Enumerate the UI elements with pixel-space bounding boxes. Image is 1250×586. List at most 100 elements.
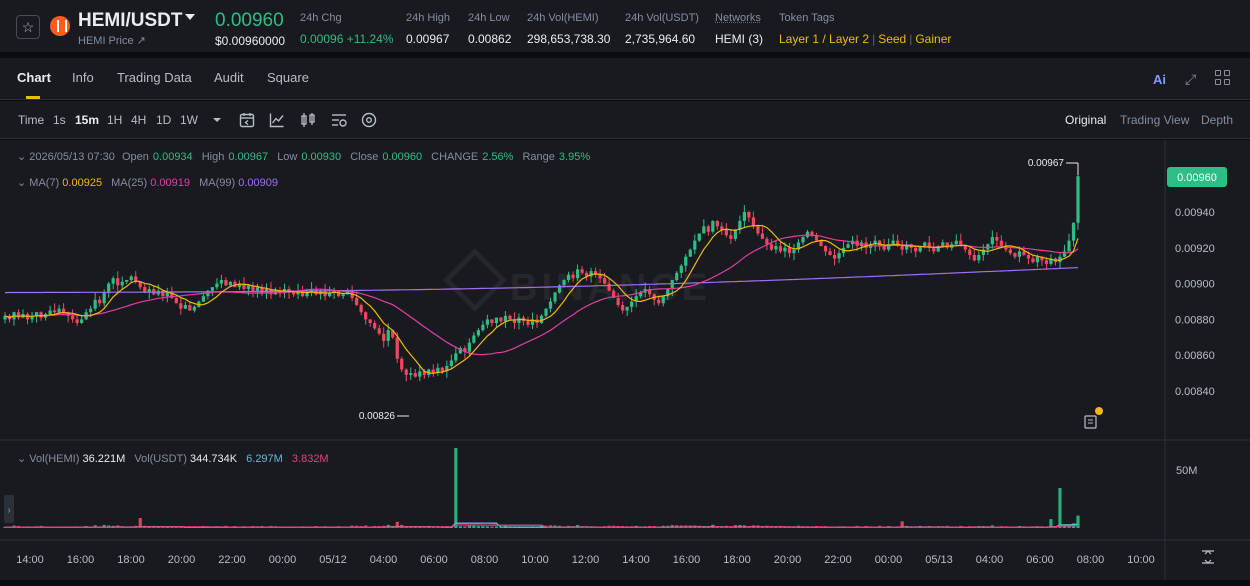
scroll-left-handle[interactable]: › xyxy=(4,495,14,523)
timeframe-1h[interactable]: 1H xyxy=(107,113,123,127)
tag-layer1-layer2[interactable]: Layer 1 / Layer 2 xyxy=(779,32,870,46)
candle-body xyxy=(80,319,84,323)
pair-selector[interactable]: HEMI/USDT xyxy=(78,10,183,31)
timeframe-1d[interactable]: 1D xyxy=(156,113,172,127)
view-depth[interactable]: Depth xyxy=(1201,113,1234,127)
candle-body xyxy=(62,308,66,313)
candle-body xyxy=(837,253,841,259)
volume-bar xyxy=(472,525,476,528)
candle-body xyxy=(440,367,444,372)
tab-trading-data[interactable]: Trading Data xyxy=(117,70,192,85)
reset-zoom-icon[interactable] xyxy=(1202,550,1214,564)
vol-hemi-label: Vol(HEMI) xyxy=(29,453,80,465)
candle-body xyxy=(936,246,940,252)
open-label: Open xyxy=(121,151,149,163)
candle-body xyxy=(566,274,571,281)
vol-ma1-value: 6.297M xyxy=(246,453,283,465)
tab-info[interactable]: Info xyxy=(72,70,94,85)
candle-body xyxy=(918,246,922,252)
more-timeframes-icon[interactable] xyxy=(208,111,226,129)
candle-body xyxy=(995,237,999,241)
candle-body xyxy=(332,290,336,293)
timeframe-1w[interactable]: 1W xyxy=(180,113,198,127)
candle-body xyxy=(436,367,440,374)
price-tick-label: 0.00860 xyxy=(1175,350,1215,362)
volume-bar xyxy=(454,448,458,528)
volume-bar xyxy=(1058,488,1062,528)
news-bell-icon[interactable] xyxy=(1084,407,1103,429)
range-value: 3.95% xyxy=(558,151,591,163)
ma25-value: 0.00919 xyxy=(150,177,191,189)
svg-text:›: › xyxy=(7,505,10,516)
indicator-chart-icon[interactable] xyxy=(268,111,286,129)
candle-body xyxy=(923,242,927,247)
chevron-down-icon[interactable]: ⌄ xyxy=(17,151,30,163)
candle-body xyxy=(878,240,882,247)
calendar-icon[interactable] xyxy=(238,111,256,129)
chevron-down-icon[interactable]: ⌄ xyxy=(17,177,30,189)
vol-usdt-label: Vol(USDT) xyxy=(134,453,187,465)
view-original[interactable]: Original xyxy=(1065,113,1107,127)
candle-body xyxy=(188,305,192,311)
pair-dropdown-icon[interactable] xyxy=(185,14,195,20)
volume-legend: ⌄ Vol(HEMI) 36.221M Vol(USDT) 344.734K 6… xyxy=(17,452,329,465)
chevron-down-icon[interactable]: ⌄ xyxy=(17,453,30,465)
stat-label: 24h High xyxy=(406,12,451,24)
volume-bar xyxy=(1062,525,1067,528)
time-tick-label: 20:00 xyxy=(168,554,196,566)
candle-body xyxy=(1076,176,1080,223)
tab-chart[interactable]: Chart xyxy=(17,70,51,85)
candle-body xyxy=(368,319,372,323)
stat-networks[interactable]: Networks HEMI (3) xyxy=(715,12,763,46)
tag-gainer[interactable]: Gainer xyxy=(915,32,952,46)
candle-body xyxy=(648,288,652,295)
timeframe-15m[interactable]: 15m xyxy=(75,113,100,127)
candle-body xyxy=(1013,253,1017,257)
candle-body xyxy=(765,238,769,245)
chart-settings-icon[interactable] xyxy=(330,111,348,129)
chart-area[interactable]: BINANCE 0.00940 0.00920 0.00900 0.00880 0.00… xyxy=(0,140,1250,580)
candle-body xyxy=(242,283,246,289)
timeframe-1s[interactable]: 1s xyxy=(53,113,66,127)
tag-seed[interactable]: Seed xyxy=(878,32,907,46)
candle-body xyxy=(796,242,801,250)
candle-body xyxy=(801,237,805,243)
candle-body xyxy=(1022,251,1026,255)
candle-body xyxy=(711,220,715,232)
time-tick-label: 00:00 xyxy=(269,554,297,566)
ai-button[interactable]: Ai xyxy=(1153,72,1166,87)
candle-body xyxy=(720,226,724,230)
candle-body xyxy=(1017,251,1021,257)
candle-body xyxy=(219,280,224,284)
favorite-star-icon[interactable]: ☆ xyxy=(16,15,40,39)
view-trading-view[interactable]: Trading View xyxy=(1120,113,1190,127)
change-value: 2.56% xyxy=(482,151,514,163)
candle-body xyxy=(170,292,174,298)
ma25-label: MA(25) xyxy=(111,177,148,189)
candle-body xyxy=(846,244,850,248)
low-marker: 0.00826 xyxy=(359,411,409,422)
candle-body xyxy=(657,299,661,304)
time-tick-label: 10:00 xyxy=(521,554,549,566)
candle-body xyxy=(89,308,93,313)
layout-grid-icon[interactable] xyxy=(1215,70,1231,86)
timeframe-4h[interactable]: 4H xyxy=(131,113,147,127)
candle-body xyxy=(589,271,593,277)
tab-audit[interactable]: Audit xyxy=(214,70,244,85)
token-price-link[interactable]: HEMI Price ↗ xyxy=(78,35,146,47)
fullscreen-icon[interactable]: ⤢ xyxy=(1185,71,1197,87)
candle-body xyxy=(959,240,963,247)
price-tick-label: 0.00940 xyxy=(1175,207,1215,219)
stat-label: Networks xyxy=(715,12,761,24)
candle-body xyxy=(548,301,553,309)
candle-body xyxy=(584,272,589,277)
high-marker-label: 0.00967 xyxy=(1028,158,1065,169)
target-icon[interactable] xyxy=(360,111,378,129)
candle-body xyxy=(575,269,580,279)
candlestick-chart[interactable]: BINANCE 0.009400.009200.009000.008800.00… xyxy=(0,140,1250,580)
candle-body xyxy=(431,369,435,374)
tab-square[interactable]: Square xyxy=(267,70,309,85)
candle-body xyxy=(201,296,205,302)
candle-type-icon[interactable] xyxy=(299,111,317,129)
chart-tabs: Chart Info Trading Data Audit Square Ai … xyxy=(0,58,1250,100)
